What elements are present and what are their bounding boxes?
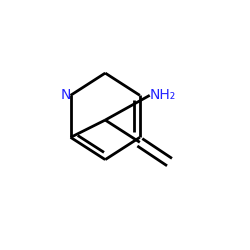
- Text: NH₂: NH₂: [150, 88, 176, 102]
- Text: N: N: [60, 88, 70, 102]
